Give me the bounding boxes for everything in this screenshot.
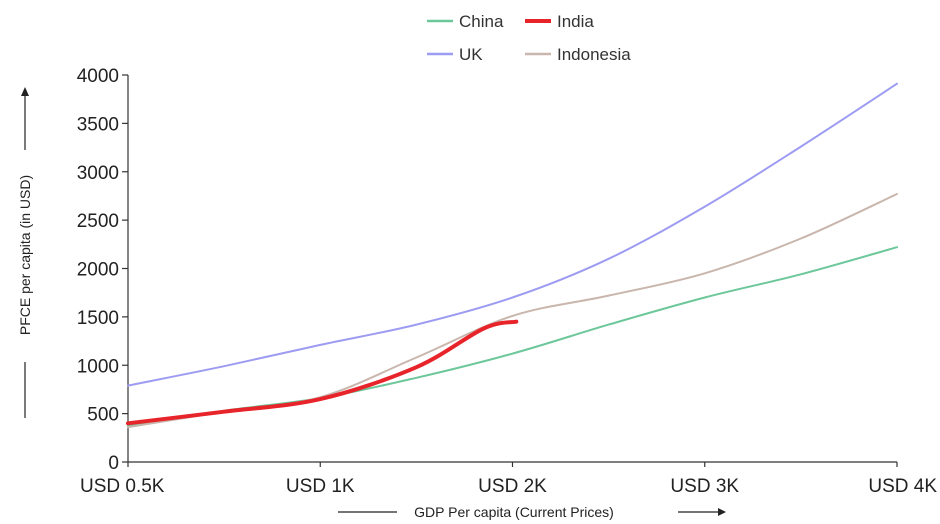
x-axis-arrow-icon xyxy=(718,508,726,516)
y-tick-label: 0 xyxy=(108,453,119,474)
y-axis-title: PFCE per capita (in USD) xyxy=(17,175,33,335)
x-tick-label: USD 2K xyxy=(478,476,547,497)
y-tick-label: 3000 xyxy=(77,163,119,184)
x-tick-label: USD 0.5K xyxy=(80,476,165,497)
y-tick-label: 3500 xyxy=(77,114,119,135)
legend-label-indonesia: Indonesia xyxy=(557,45,631,64)
y-tick-label: 500 xyxy=(87,405,119,426)
legend-label-uk: UK xyxy=(459,45,483,64)
axis-titles: GDP Per capita (Current Prices) PFCE per … xyxy=(17,87,726,520)
legend: China India UK Indonesia xyxy=(427,12,631,64)
legend-label-china: China xyxy=(459,12,504,31)
series-line-uk xyxy=(127,82,898,387)
y-axis-arrow-icon xyxy=(21,87,29,96)
series-line-indonesia xyxy=(127,193,898,429)
x-tick-label: USD 1K xyxy=(286,476,355,497)
series-lines xyxy=(126,82,898,429)
y-tick-label: 4000 xyxy=(77,66,119,87)
y-tick-label: 1500 xyxy=(77,308,119,329)
y-tick-label: 2500 xyxy=(77,211,119,232)
series-line-china xyxy=(127,246,898,428)
series-line-india xyxy=(126,319,519,426)
y-tick-label: 2000 xyxy=(77,260,119,281)
legend-label-india: India xyxy=(557,12,594,31)
x-tick-label: USD 3K xyxy=(670,476,739,497)
axes: 0 500 1000 1500 2000 2500 3000 3500 4000 USD 0.5K… xyxy=(77,66,938,497)
x-tick-label: USD 4K xyxy=(868,476,937,497)
x-axis-title: GDP Per capita (Current Prices) xyxy=(414,504,614,520)
y-tick-label: 1000 xyxy=(77,356,119,377)
